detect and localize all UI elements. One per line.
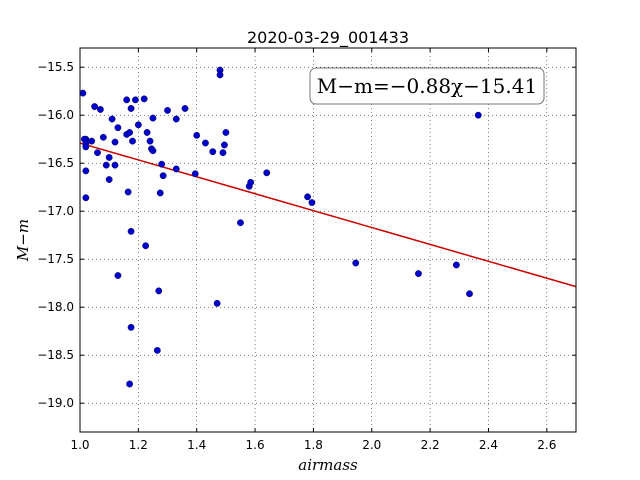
data-point: [82, 167, 90, 175]
data-point: [126, 129, 134, 136]
data-point: [82, 143, 90, 151]
data-point: [149, 147, 157, 155]
data-point: [221, 141, 228, 149]
data-point: [247, 178, 255, 186]
data-point: [102, 161, 110, 169]
scatter-points: [79, 66, 482, 388]
data-point: [216, 71, 224, 79]
data-point: [172, 115, 180, 123]
chart-title: 2020-03-29_001433: [247, 28, 409, 48]
data-point: [105, 154, 113, 161]
data-point: [97, 106, 104, 113]
data-point: [111, 138, 119, 146]
data-point: [209, 148, 217, 156]
data-point: [181, 105, 189, 112]
data-point: [82, 194, 90, 202]
data-point: [474, 111, 482, 119]
data-point: [142, 242, 150, 250]
data-point: [155, 287, 163, 295]
fit-line-group: [79, 142, 577, 288]
data-point: [237, 219, 244, 227]
data-point: [108, 115, 116, 123]
data-point: [126, 380, 134, 388]
data-point: [127, 323, 135, 331]
data-point: [88, 137, 96, 145]
x-tick-label: 2.0: [362, 438, 381, 452]
x-tick-label: 2.6: [537, 438, 556, 452]
data-point: [304, 193, 311, 201]
x-tick-label: 1.2: [129, 438, 148, 452]
x-axis-label: airmass: [298, 456, 358, 474]
data-point: [415, 270, 422, 277]
data-point: [156, 189, 164, 197]
data-point: [172, 165, 180, 173]
data-point: [153, 346, 161, 354]
data-point: [111, 161, 119, 169]
x-tick-label: 1.8: [304, 438, 323, 452]
axis-ticks: 1.0 1.2 1.4 1.6 1.8 2.0 2.2 2.4 2.6 −15.5 −16.0 −16…: [37, 48, 576, 452]
y-tick-label: −19.0: [37, 396, 74, 410]
data-point: [143, 129, 151, 136]
y-tick-label: −15.5: [37, 60, 74, 74]
y-axis-label: M−m: [14, 219, 32, 262]
data-point: [466, 290, 473, 298]
data-point: [127, 227, 135, 235]
x-tick-label: 1.4: [187, 438, 206, 452]
data-point: [134, 121, 142, 129]
data-point: [114, 272, 122, 279]
data-point: [213, 299, 221, 307]
data-point: [127, 105, 135, 112]
data-point: [140, 95, 148, 103]
y-tick-label: −18.0: [37, 300, 74, 314]
data-point: [114, 124, 122, 132]
data-point: [91, 103, 98, 110]
data-point: [193, 131, 201, 139]
x-tick-label: 1.0: [70, 438, 89, 452]
y-tick-label: −16.0: [37, 108, 74, 122]
data-point: [99, 133, 107, 141]
data-point: [129, 137, 136, 145]
x-tick-label: 2.4: [479, 438, 498, 452]
x-tick-label: 1.6: [246, 438, 265, 452]
plot-frame: [79, 47, 577, 433]
data-point: [191, 170, 199, 178]
data-point: [222, 129, 230, 136]
data-point: [202, 139, 209, 147]
equation-box: [309, 67, 545, 105]
fit-line: [79, 142, 577, 288]
grid: [80, 48, 576, 432]
data-point: [308, 199, 316, 206]
data-point: [219, 149, 227, 157]
data-point: [164, 107, 171, 114]
data-point: [146, 137, 154, 145]
data-point: [149, 114, 157, 122]
data-point: [105, 176, 113, 183]
data-point: [79, 89, 87, 97]
data-point: [352, 259, 360, 267]
y-tick-label: −18.5: [37, 348, 74, 362]
data-point: [94, 149, 101, 157]
data-point: [159, 172, 167, 180]
y-tick-label: −17.5: [37, 252, 74, 266]
data-point: [452, 261, 460, 269]
data-point: [158, 160, 166, 168]
data-point: [124, 188, 132, 196]
data-point: [123, 96, 131, 104]
data-point: [263, 169, 271, 177]
x-tick-label: 2.2: [421, 438, 440, 452]
fit-equation: M−m=−0.88χ−15.41: [317, 74, 537, 98]
y-tick-label: −17.0: [37, 204, 74, 218]
data-point: [132, 96, 139, 104]
y-tick-label: −16.5: [37, 156, 74, 170]
